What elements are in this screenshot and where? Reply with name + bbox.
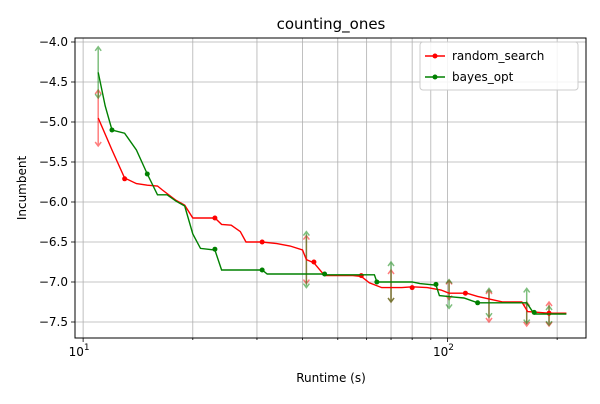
series-line-bayes-opt: [97, 72, 567, 315]
y-tick-label: −7.5: [39, 315, 68, 329]
data-point-random-search: [546, 310, 552, 316]
data-point-random-search: [311, 259, 317, 265]
legend-label-random-search: random_search: [452, 49, 544, 63]
errorbar-cap-upper: [523, 287, 531, 293]
data-point-random-search: [462, 290, 468, 296]
errorbar-cap-lower: [94, 93, 102, 100]
legend-box: [419, 41, 579, 91]
data-point-random-search: [259, 239, 265, 245]
errorbar-cap-lower: [485, 312, 493, 319]
legend: random_search bayes_opt: [419, 41, 579, 91]
y-tick-label: −7.0: [39, 275, 68, 289]
y-tick-label: −4.5: [39, 75, 68, 89]
data-point-random-search: [122, 176, 128, 182]
errorbar-bayes-opt: [523, 287, 531, 325]
errorbar-cap-upper: [445, 278, 453, 285]
data-point-bayes-opt: [212, 246, 218, 252]
chart-title: counting_ones: [277, 15, 386, 34]
data-point-bayes-opt: [374, 279, 380, 285]
data-point-bayes-opt: [475, 300, 481, 306]
plot-frame: [74, 37, 587, 339]
y-tick-label: −6.0: [39, 195, 68, 209]
errorbar-cap-upper: [545, 304, 553, 311]
data-point-bayes-opt: [109, 127, 115, 133]
errorbar-cap-lower: [302, 283, 310, 289]
errorbar-cap-lower: [387, 297, 395, 304]
legend-marker-bayes-opt: [432, 74, 438, 80]
legend-item-random-search: random_search: [425, 49, 544, 63]
errorbar-cap-upper: [302, 230, 310, 237]
errorbar-cap-lower: [445, 303, 453, 310]
y-tick-label: −5.5: [39, 155, 68, 169]
legend-label-bayes-opt: bayes_opt: [452, 70, 514, 84]
data-point-bayes-opt: [322, 271, 328, 277]
y-tick-label: −6.5: [39, 235, 68, 249]
errorbar-cap-lower: [485, 317, 493, 324]
y-axis-label: Incumbent: [15, 156, 29, 221]
series-lines: [97, 72, 567, 316]
errorbar-cap-upper: [94, 45, 102, 52]
x-tick-label: 102: [433, 343, 454, 359]
data-point-random-search: [212, 215, 218, 221]
series-line-random-search: [97, 117, 567, 314]
legend-marker-random-search: [432, 53, 438, 59]
errorbar-bayes-opt: [445, 278, 453, 310]
errorbar-bayes-opt: [94, 45, 102, 100]
errorbar-cap-lower: [545, 320, 553, 327]
y-tick-label: −4.0: [39, 35, 68, 49]
data-point-bayes-opt: [259, 267, 265, 273]
errorbar-cap-upper: [485, 287, 493, 293]
data-point-random-search: [409, 285, 415, 291]
x-axis-label: Runtime (s): [296, 371, 366, 385]
errorbar-cap-lower: [523, 319, 531, 325]
y-tick-label: −5.0: [39, 115, 68, 129]
data-point-random-search: [358, 273, 364, 279]
errorbar-cap-lower: [523, 321, 531, 328]
data-point-bayes-opt: [144, 171, 150, 177]
legend-item-bayes-opt: bayes_opt: [425, 70, 514, 84]
data-point-bayes-opt: [433, 281, 439, 287]
errorbar-cap-upper: [545, 300, 553, 307]
x-tick-label: 101: [69, 343, 90, 359]
errorbar-cap-upper: [387, 260, 395, 267]
errorbar-cap-lower: [94, 141, 102, 148]
data-point-bayes-opt: [531, 309, 537, 315]
